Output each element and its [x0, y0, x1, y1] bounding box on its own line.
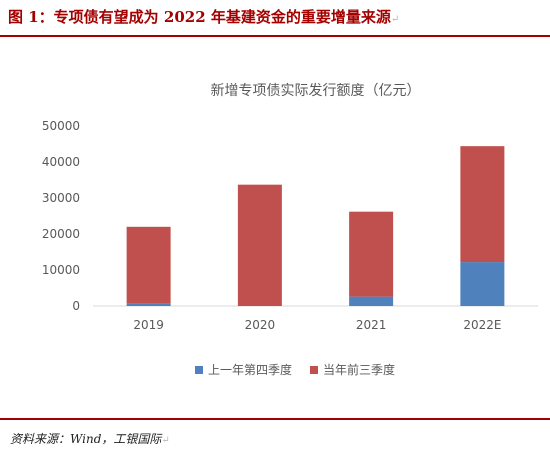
top-divider — [0, 35, 550, 37]
bar-current-q1-q3 — [349, 211, 394, 297]
source-note: 资料来源：Wind，工银国际↵ — [10, 430, 170, 447]
y-tick-label: 40000 — [42, 155, 80, 169]
bottom-divider — [0, 418, 550, 420]
figure-title: 图 1：专项债有望成为 2022 年基建资金的重要增量来源↵ — [8, 6, 399, 27]
paragraph-mark-icon: ↵ — [161, 435, 170, 446]
legend-swatch — [195, 366, 203, 374]
chart-title: 新增专项债实际发行额度（亿元） — [211, 83, 421, 99]
y-tick-label: 50000 — [42, 119, 80, 133]
x-tick-label: 2021 — [356, 318, 387, 332]
x-tick-label: 2020 — [245, 318, 276, 332]
paragraph-mark-icon: ↵ — [390, 14, 400, 25]
x-tick-label: 2022E — [463, 318, 501, 332]
bar-prev-q4 — [460, 262, 505, 306]
bar-current-q1-q3 — [126, 226, 171, 304]
x-tick-label: 2019 — [133, 318, 164, 332]
bar-chart: 新增专项债实际发行额度（亿元） 0 10000 20000 30000 40000 5000… — [42, 83, 538, 377]
y-tick-label: 10000 — [42, 263, 80, 277]
bar-current-q1-q3 — [460, 146, 505, 263]
bar-prev-q4 — [126, 303, 171, 306]
y-tick-label: 0 — [72, 299, 80, 313]
legend-label: 当年前三季度 — [323, 362, 395, 377]
legend-label: 上一年第四季度 — [208, 362, 292, 377]
bar-prev-q4 — [349, 296, 394, 306]
y-tick-label: 20000 — [42, 227, 80, 241]
bar-current-q1-q3 — [237, 184, 282, 306]
figure-title-text: 图 1：专项债有望成为 2022 年基建资金的重要增量来源 — [8, 8, 391, 26]
legend-swatch — [310, 366, 318, 374]
source-text: 资料来源：Wind，工银国际 — [10, 432, 162, 446]
y-tick-label: 30000 — [42, 191, 80, 205]
